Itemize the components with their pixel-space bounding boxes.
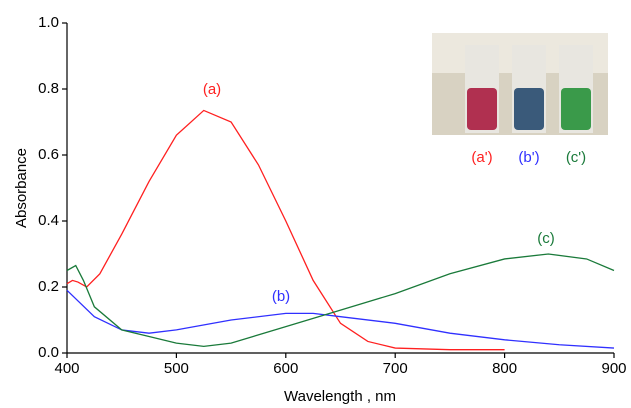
x-tick-label: 400 [54, 360, 79, 377]
x-tick-label: 700 [383, 360, 408, 377]
inset-label: (a') [471, 149, 492, 166]
legend-label: (c) [537, 230, 555, 247]
series-line [66, 253, 615, 348]
y-tick-label: 0.4 [38, 212, 59, 229]
y-tick-label: 0.6 [38, 146, 59, 163]
x-tick-label: 600 [273, 360, 298, 377]
y-tick-label: 0.0 [38, 344, 59, 361]
x-tick-label: 900 [601, 360, 626, 377]
y-axis-label: Absorbance [13, 148, 30, 228]
inset-label: (b') [518, 149, 539, 166]
y-tick-label: 0.2 [38, 278, 59, 295]
series-line [66, 289, 615, 349]
legend-label: (a) [203, 81, 221, 98]
inset-photo [432, 33, 608, 135]
x-tick-label: 800 [492, 360, 517, 377]
x-axis-label: Wavelength , nm [284, 388, 396, 405]
y-tick-label: 0.8 [38, 80, 59, 97]
inset-label: (c') [566, 149, 586, 166]
legend-label: (b) [272, 288, 290, 305]
y-tick-label: 1.0 [38, 14, 59, 31]
x-tick-label: 500 [164, 360, 189, 377]
